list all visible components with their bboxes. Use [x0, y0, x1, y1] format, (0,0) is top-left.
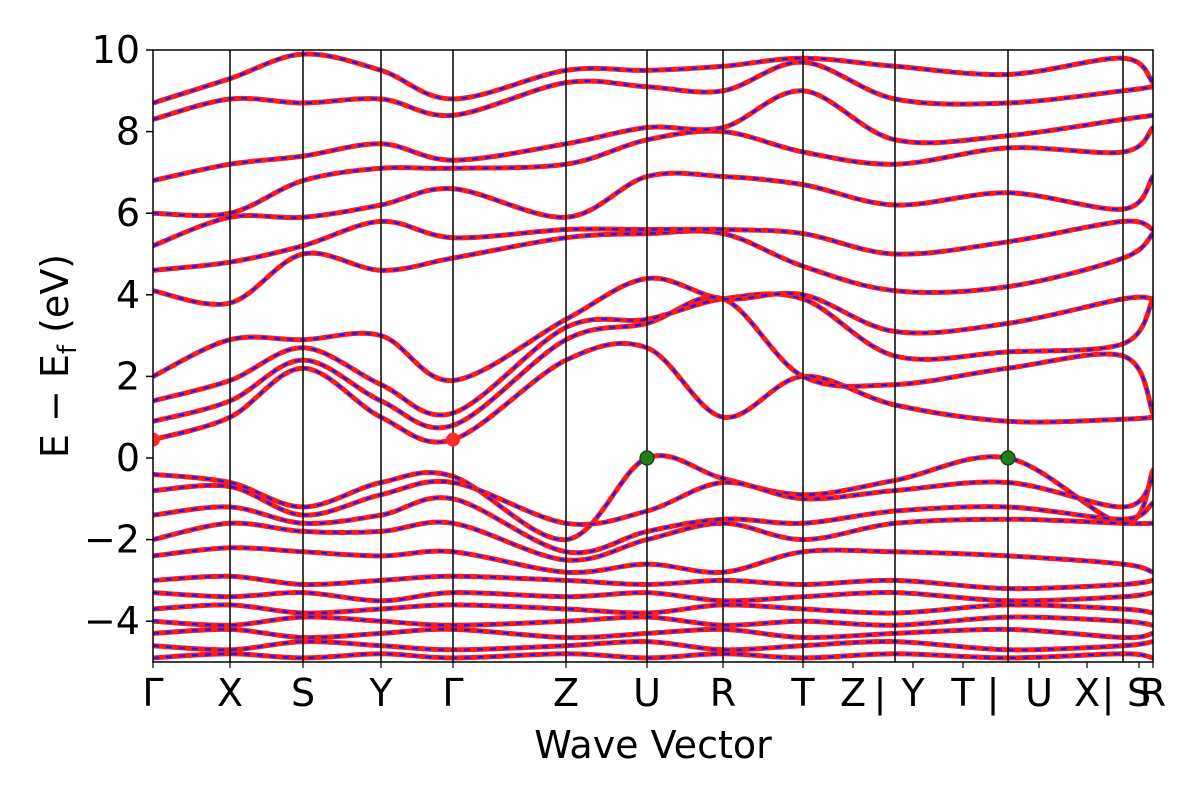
x-tick-label-9: Z [840, 671, 866, 715]
plot-frame [152, 49, 1154, 663]
x-axis-label: Wave Vector [534, 723, 772, 767]
y-tick-label-3: 4 [116, 273, 140, 317]
x-tick-label-13: | [987, 671, 1000, 716]
y-axis-label: E − Ef (eV) [33, 254, 83, 458]
band-line-dashed-13 [153, 496, 1153, 554]
x-tick-label-10: | [874, 671, 887, 716]
x-tick-label-6: U [633, 671, 661, 715]
y-tick-label-0: 10 [92, 28, 140, 72]
y-tick-label-1: 8 [116, 110, 140, 154]
x-tick-label-15: X [1074, 671, 1100, 715]
x-tick-label-12: T [950, 671, 975, 715]
x-tick-label-1: X [217, 671, 243, 715]
x-tick-label-5: Z [553, 671, 579, 715]
y-tick-label-7: −4 [84, 599, 140, 643]
special-point-cbm-0 [153, 432, 160, 447]
special-point-vbm-2 [639, 450, 655, 466]
y-axis-label-sub: f [53, 344, 83, 354]
y-axis-label-main: E − E [33, 354, 77, 458]
special-point-vbm-3 [1000, 450, 1016, 466]
y-tick-label-4: 2 [116, 354, 140, 398]
band-line-dashed-9 [153, 60, 1153, 121]
x-tick-label-17: S [1127, 671, 1151, 715]
high-symmetry-lines [229, 50, 1124, 662]
band-line-dashed-1 [153, 296, 1153, 430]
x-tick-label-7: R [710, 671, 736, 715]
special-point-cbm-1 [446, 432, 460, 447]
y-tick-label-6: −2 [84, 518, 140, 562]
x-tick-label-8: T [790, 671, 815, 715]
y-axis-label-unit: (eV) [33, 254, 77, 345]
special-points-layer [153, 432, 1016, 466]
x-axis: Γ X S Y Γ Z U R T Z | Y T | U X | SR [142, 662, 1166, 716]
x-tick-label-14: U [1025, 671, 1053, 715]
x-tick-label-16: | [1102, 671, 1115, 716]
x-tick-label-11: Y [900, 671, 925, 715]
x-tick-label-4: Γ [442, 671, 463, 715]
y-tick-label-2: 6 [116, 191, 140, 235]
band-line-dashed-3 [153, 276, 1153, 382]
y-tick-label-5: 0 [116, 436, 140, 480]
x-tick-label-3: Y [368, 671, 393, 715]
x-tick-label-0: Γ [142, 671, 163, 715]
y-axis: 10 8 6 4 2 0 −2 −4 [84, 28, 153, 643]
x-tick-label-18: R [1140, 671, 1166, 715]
x-tick-label-2: S [291, 671, 315, 715]
